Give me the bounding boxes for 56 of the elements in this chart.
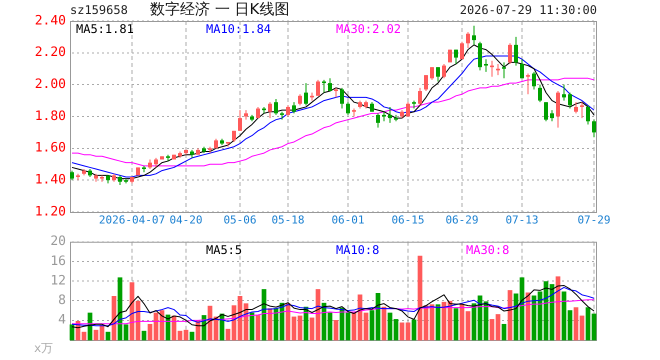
bar xyxy=(454,308,458,340)
y-tick-label: 16 xyxy=(50,254,66,269)
y-tick-label: 1.40 xyxy=(34,172,66,188)
text: MA10:1.84 xyxy=(206,22,272,36)
bar xyxy=(250,312,254,340)
bar xyxy=(190,332,194,340)
bar xyxy=(112,296,116,340)
y-tick-label: 8 xyxy=(58,293,66,308)
bar xyxy=(508,290,512,340)
text: MA30:2.02 xyxy=(336,22,402,36)
y-tick-label: 2.40 xyxy=(34,13,66,28)
bar xyxy=(268,308,272,340)
bar xyxy=(88,312,92,340)
x-tick-label: 07-29 xyxy=(577,213,611,226)
bar xyxy=(436,304,440,340)
x-tick-label: 07-13 xyxy=(505,213,539,226)
text: MA5:1.81 xyxy=(76,22,134,36)
bar xyxy=(142,330,146,340)
x-tick-label: 06-15 xyxy=(391,213,425,226)
y-axis-title: x万 xyxy=(34,341,54,356)
text: MA10:8 xyxy=(336,242,380,257)
bar xyxy=(70,324,74,340)
x-tick-label: 06-01 xyxy=(331,213,365,226)
bar xyxy=(256,315,260,340)
bar xyxy=(412,320,416,340)
bar xyxy=(556,276,560,340)
bar xyxy=(382,306,386,340)
bar xyxy=(166,314,170,340)
bar xyxy=(502,324,506,340)
text: sz159658 xyxy=(70,3,128,17)
chart-title: 数字经济 一 日K线图 xyxy=(150,0,290,19)
bar xyxy=(526,292,530,340)
y-tick-label: 20 xyxy=(50,234,66,250)
bar xyxy=(334,320,338,340)
text: MA5:5 xyxy=(206,242,242,257)
y-tick-label: 2.00 xyxy=(34,77,66,92)
candlestick xyxy=(580,102,584,118)
y-tick-label: 4 xyxy=(58,312,66,328)
text: 2026-07-29 11:30:00 xyxy=(460,3,597,17)
y-tick-label: 2.20 xyxy=(34,45,66,60)
y-tick-label: 1.20 xyxy=(34,204,66,220)
x-tick-label: 2026-04-07 xyxy=(98,213,166,226)
bar xyxy=(220,314,224,340)
x-tick-label: 04-20 xyxy=(169,213,203,226)
candlestick xyxy=(484,59,488,72)
x-tick-label: 05-06 xyxy=(223,213,257,226)
candlestick xyxy=(526,74,530,94)
y-tick-label: 1.60 xyxy=(34,140,66,156)
bar xyxy=(304,306,308,340)
x-tick-label: 05-18 xyxy=(271,213,305,226)
y-tick-label: 1.80 xyxy=(34,108,66,124)
bar xyxy=(262,289,266,340)
x-tick-label: 06-29 xyxy=(445,213,479,226)
bar xyxy=(106,332,110,340)
y-tick-label: 12 xyxy=(50,273,66,288)
text: MA30:8 xyxy=(466,242,510,257)
